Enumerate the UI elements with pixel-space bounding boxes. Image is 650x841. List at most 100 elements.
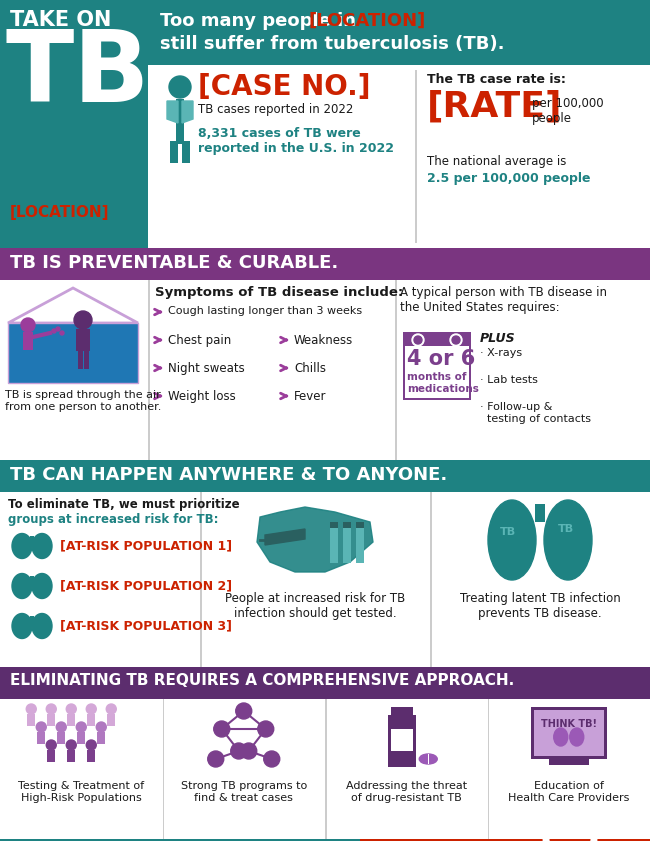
Bar bbox=[148, 65, 650, 248]
Text: TB cases reported in 2022: TB cases reported in 2022 bbox=[198, 103, 354, 116]
Text: The TB case rate is:: The TB case rate is: bbox=[427, 73, 566, 86]
Circle shape bbox=[264, 751, 280, 767]
Text: [LOCATION]: [LOCATION] bbox=[308, 12, 425, 30]
Text: Treating latent TB infection
prevents TB disease.: Treating latent TB infection prevents TB… bbox=[460, 592, 620, 620]
Text: Too many people in: Too many people in bbox=[160, 12, 362, 30]
Text: Strong TB programs to
find & treat cases: Strong TB programs to find & treat cases bbox=[181, 781, 307, 802]
Circle shape bbox=[452, 336, 460, 344]
Bar bbox=[0, 280, 650, 460]
Text: TB: TB bbox=[5, 26, 150, 123]
Bar bbox=[30, 576, 34, 586]
Ellipse shape bbox=[488, 500, 536, 580]
Bar bbox=[8, 323, 138, 383]
Circle shape bbox=[412, 334, 424, 346]
Bar bbox=[360, 839, 650, 841]
Bar bbox=[531, 707, 606, 759]
Bar bbox=[87, 750, 96, 762]
Text: [AT-RISK POPULATION 1]: [AT-RISK POPULATION 1] bbox=[60, 539, 232, 552]
Circle shape bbox=[66, 740, 76, 750]
Bar bbox=[37, 732, 46, 744]
Circle shape bbox=[169, 76, 191, 98]
Ellipse shape bbox=[419, 754, 437, 764]
Text: [AT-RISK POPULATION 3]: [AT-RISK POPULATION 3] bbox=[60, 619, 232, 632]
Bar bbox=[343, 522, 351, 528]
Text: months of
medications: months of medications bbox=[407, 372, 479, 394]
Text: · Lab tests: · Lab tests bbox=[480, 375, 538, 385]
Text: Education of
Health Care Providers: Education of Health Care Providers bbox=[508, 781, 629, 802]
Bar bbox=[200, 492, 202, 667]
Text: PLUS: PLUS bbox=[480, 332, 515, 345]
Bar bbox=[330, 522, 338, 528]
Text: TB IS PREVENTABLE & CURABLE.: TB IS PREVENTABLE & CURABLE. bbox=[10, 254, 338, 272]
Text: TB is spread through the air
from one person to another.: TB is spread through the air from one pe… bbox=[5, 390, 161, 411]
Circle shape bbox=[56, 327, 60, 331]
Ellipse shape bbox=[544, 500, 592, 580]
Polygon shape bbox=[182, 101, 193, 123]
Circle shape bbox=[86, 704, 96, 714]
Bar bbox=[148, 0, 650, 65]
Bar bbox=[356, 522, 364, 528]
Circle shape bbox=[106, 704, 116, 714]
Bar bbox=[325, 699, 326, 839]
Text: · Follow-up &
  testing of contacts: · Follow-up & testing of contacts bbox=[480, 402, 591, 424]
Text: [RATE]: [RATE] bbox=[427, 90, 562, 124]
Bar bbox=[0, 699, 650, 839]
Bar bbox=[57, 732, 65, 744]
Text: A typical person with TB disease in
the United States requires:: A typical person with TB disease in the … bbox=[400, 286, 607, 314]
Ellipse shape bbox=[12, 574, 32, 599]
Bar bbox=[23, 332, 33, 350]
Bar bbox=[343, 525, 351, 563]
Text: TB: TB bbox=[558, 524, 574, 534]
Bar bbox=[47, 714, 55, 726]
Text: 2.5 per 100,000 people: 2.5 per 100,000 people bbox=[427, 172, 590, 185]
Text: Weakness: Weakness bbox=[294, 334, 353, 347]
Text: groups at increased risk for TB:: groups at increased risk for TB: bbox=[8, 513, 218, 526]
Circle shape bbox=[66, 704, 76, 714]
Bar bbox=[356, 525, 364, 563]
Bar bbox=[0, 492, 650, 667]
Polygon shape bbox=[257, 507, 373, 572]
Bar bbox=[84, 351, 89, 369]
Bar bbox=[67, 714, 75, 726]
Text: · X-rays: · X-rays bbox=[480, 348, 522, 358]
Text: Weight loss: Weight loss bbox=[168, 390, 236, 403]
Polygon shape bbox=[265, 529, 305, 545]
Ellipse shape bbox=[554, 728, 567, 746]
Bar bbox=[388, 715, 416, 767]
Text: Symptoms of TB disease include:: Symptoms of TB disease include: bbox=[155, 286, 403, 299]
Circle shape bbox=[74, 311, 92, 329]
Bar bbox=[0, 839, 360, 841]
Bar bbox=[549, 759, 589, 765]
Polygon shape bbox=[167, 101, 178, 123]
Bar bbox=[182, 141, 190, 163]
Circle shape bbox=[450, 334, 462, 346]
Text: [CASE NO.]: [CASE NO.] bbox=[198, 73, 370, 101]
Circle shape bbox=[76, 722, 86, 732]
Text: Cough lasting longer than 3 weeks: Cough lasting longer than 3 weeks bbox=[168, 306, 362, 316]
Circle shape bbox=[231, 743, 247, 759]
Circle shape bbox=[414, 336, 422, 344]
Bar bbox=[415, 70, 417, 243]
Text: ELIMINATING TB REQUIRES A COMPREHENSIVE APPROACH.: ELIMINATING TB REQUIRES A COMPREHENSIVE … bbox=[10, 673, 514, 688]
Bar bbox=[47, 750, 55, 762]
Text: [LOCATION]: [LOCATION] bbox=[10, 205, 109, 220]
Text: Addressing the threat
of drug-resistant TB: Addressing the threat of drug-resistant … bbox=[346, 781, 467, 802]
Text: [AT-RISK POPULATION 2]: [AT-RISK POPULATION 2] bbox=[60, 579, 232, 592]
Text: TB CAN HAPPEN ANYWHERE & TO ANYONE.: TB CAN HAPPEN ANYWHERE & TO ANYONE. bbox=[10, 466, 447, 484]
Bar bbox=[98, 732, 105, 744]
Ellipse shape bbox=[32, 613, 52, 638]
Bar bbox=[403, 332, 471, 400]
Ellipse shape bbox=[12, 533, 32, 558]
Ellipse shape bbox=[570, 728, 584, 746]
Bar bbox=[148, 280, 150, 460]
Circle shape bbox=[46, 740, 57, 750]
Circle shape bbox=[60, 331, 64, 335]
Bar bbox=[534, 710, 604, 756]
Text: per 100,000
people: per 100,000 people bbox=[532, 97, 604, 125]
Bar bbox=[488, 699, 489, 839]
Bar bbox=[170, 141, 178, 163]
Bar bbox=[428, 754, 429, 764]
Ellipse shape bbox=[12, 613, 32, 638]
Circle shape bbox=[52, 329, 56, 333]
Text: TAKE ON: TAKE ON bbox=[10, 10, 111, 30]
